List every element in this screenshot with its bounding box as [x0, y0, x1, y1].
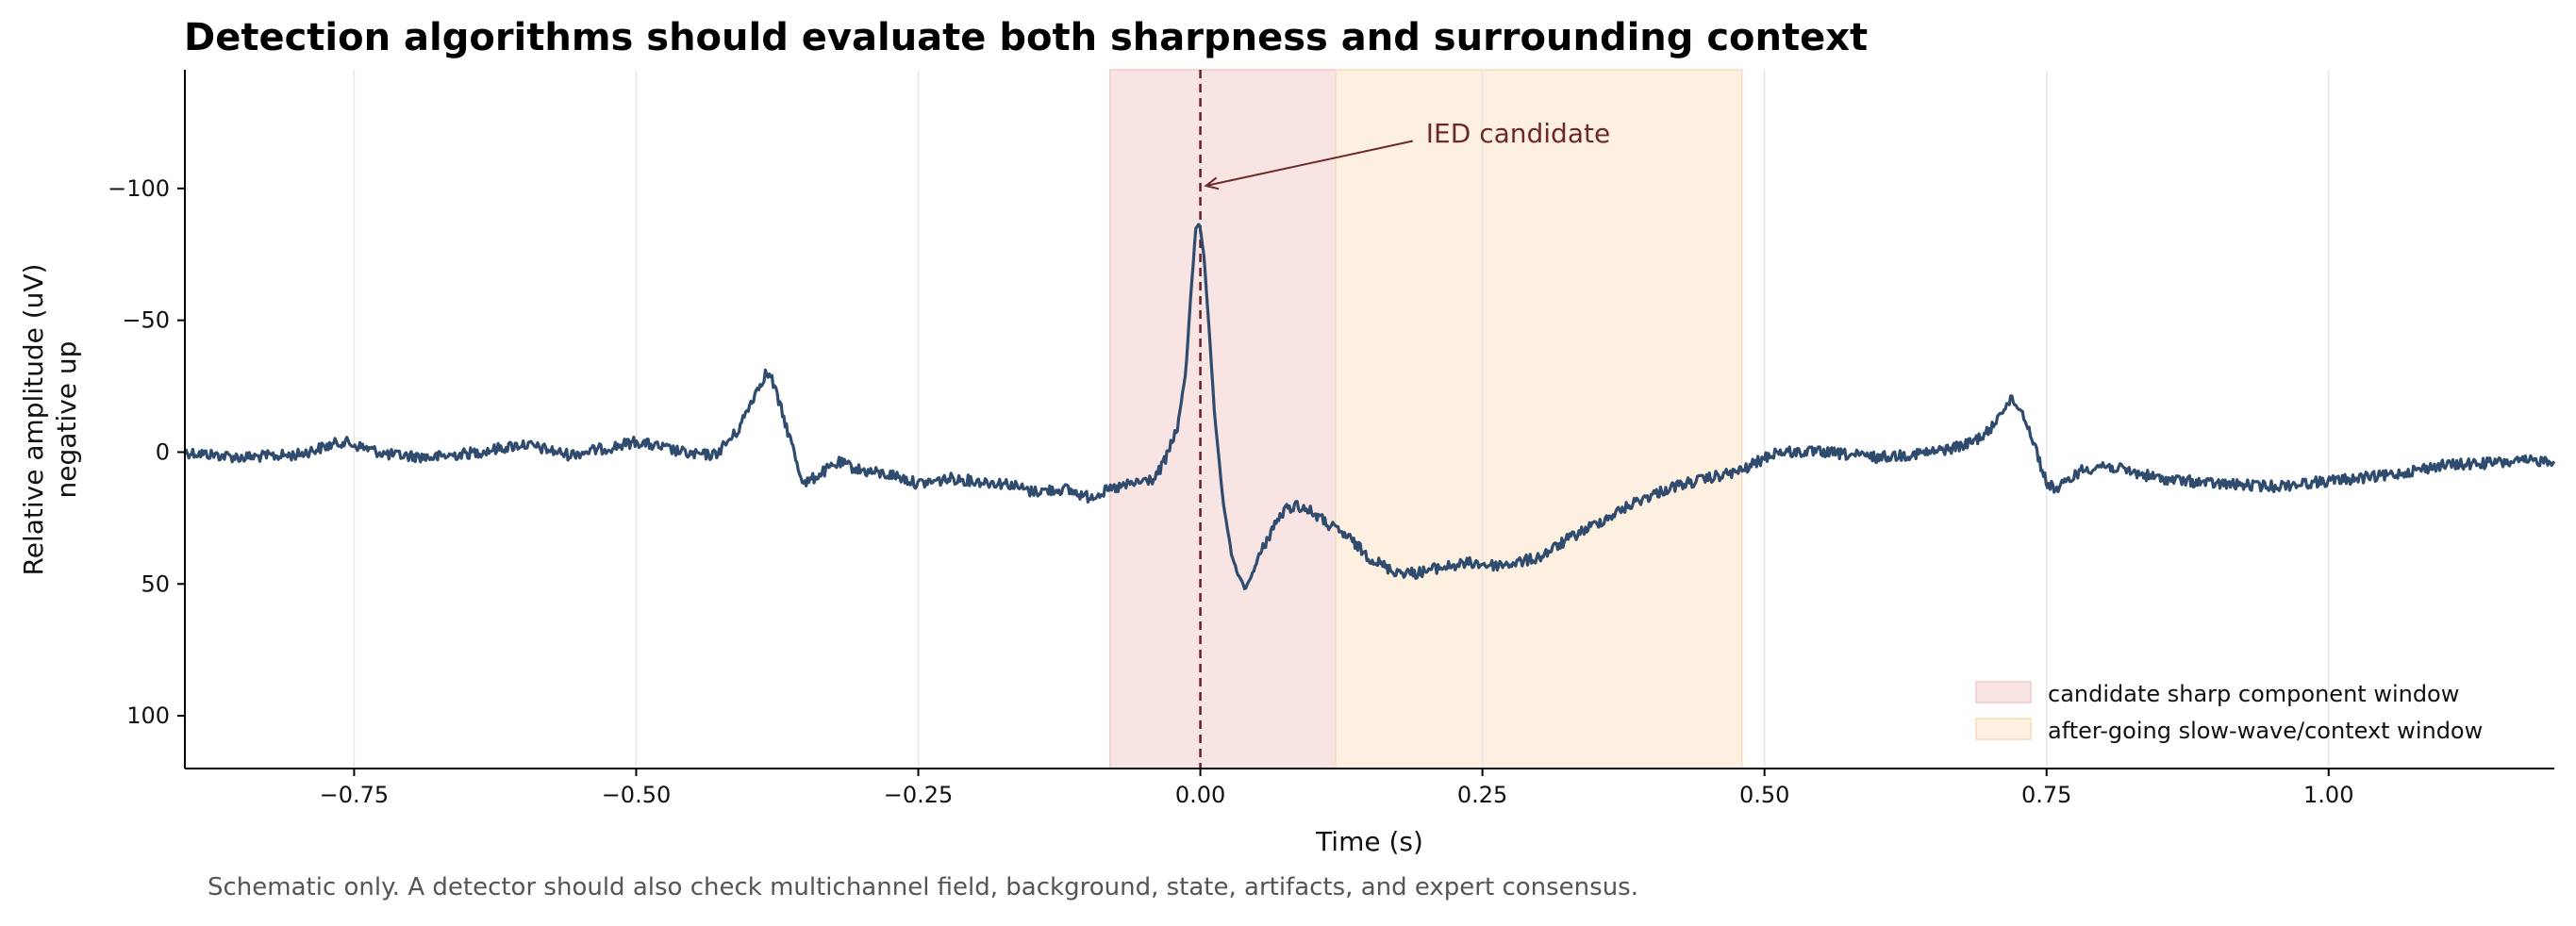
y-tick-label: 0 [156, 438, 170, 465]
annotation-label: IED candidate [1426, 118, 1610, 149]
footnote: Schematic only. A detector should also c… [208, 873, 1638, 901]
y-tick-label: −100 [108, 175, 170, 202]
y-axis-label-secondary: negative up [51, 341, 82, 499]
shaded-region-candidate [1109, 69, 1337, 769]
axes [184, 70, 2554, 769]
legend-label-candidate: candidate sharp component window [2048, 681, 2459, 707]
x-tick-label: 0.50 [1739, 782, 1789, 808]
shaded-region-context [1335, 69, 1743, 769]
series-layer [183, 223, 2556, 590]
x-tick-label: −0.75 [320, 782, 390, 808]
y-tick-label: 100 [126, 703, 170, 729]
legend-swatch-context [1975, 718, 2032, 740]
x-axis-label: Time (s) [1315, 826, 1423, 857]
x-tick-label: −0.25 [884, 782, 954, 808]
legend-swatch-candidate [1975, 681, 2032, 703]
x-tick-label: 0.75 [2021, 782, 2071, 808]
chart-title: Detection algorithms should evaluate bot… [184, 16, 1868, 59]
x-tick-label: 1.00 [2303, 782, 2353, 808]
series-line [183, 223, 2556, 590]
x-tick-label: 0.00 [1175, 782, 1225, 808]
y-ticks: −100 −50 0 50 100 [108, 175, 185, 729]
x-tick-label: 0.25 [1457, 782, 1507, 808]
x-tick-label: −0.50 [602, 782, 672, 808]
shaded-regions [1109, 69, 1743, 769]
annotation-arrow [1205, 140, 1414, 188]
y-axis-label: Relative amplitude (uV) [18, 264, 49, 576]
annotation-arrowhead [1204, 176, 1220, 190]
y-tick-label: −50 [122, 307, 170, 334]
legend-label-context: after-going slow-wave/context window [2048, 718, 2483, 744]
y-tick-label: 50 [141, 570, 170, 597]
legend: candidate sharp component window after-g… [1975, 681, 2483, 744]
x-ticks: −0.75 −0.50 −0.25 0.00 0.25 0.50 0.75 1.00 [320, 769, 2353, 808]
annotation: IED candidate [1204, 118, 1610, 190]
